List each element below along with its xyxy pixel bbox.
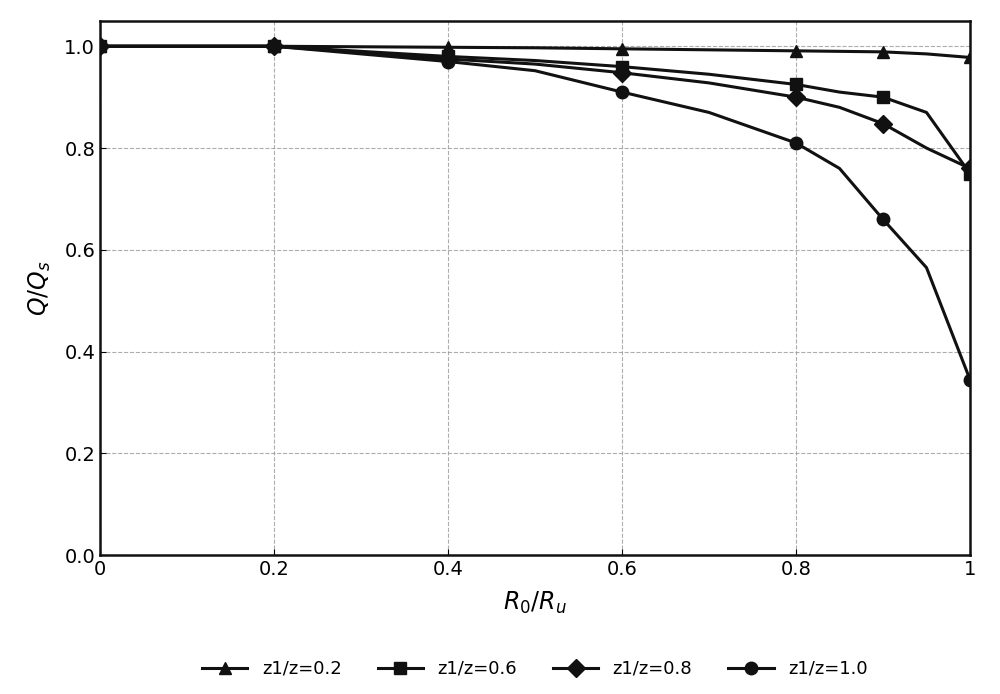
Line: z1/z=1.0: z1/z=1.0: [94, 40, 976, 386]
z1/z=0.2: [94, 42, 106, 51]
z1/z=0.2: [616, 44, 628, 53]
z1/z=0.2: [268, 42, 280, 51]
z1/z=0.6: [94, 42, 106, 51]
z1/z=0.6: [790, 81, 802, 89]
z1/z=1.0: [442, 58, 454, 66]
z1/z=0.8: [877, 119, 889, 128]
z1/z=0.8: [442, 55, 454, 63]
z1/z=0.2: [790, 46, 802, 55]
z1/z=0.8: [94, 42, 106, 51]
z1/z=0.2: [877, 48, 889, 56]
Legend: z1/z=0.2, z1/z=0.6, z1/z=0.8, z1/z=1.0: z1/z=0.2, z1/z=0.6, z1/z=0.8, z1/z=1.0: [195, 652, 875, 685]
z1/z=0.8: [964, 164, 976, 173]
z1/z=0.8: [790, 93, 802, 101]
z1/z=1.0: [616, 88, 628, 96]
z1/z=1.0: [268, 42, 280, 51]
z1/z=1.0: [964, 375, 976, 384]
z1/z=0.2: [964, 53, 976, 62]
z1/z=0.6: [877, 93, 889, 101]
z1/z=0.6: [964, 169, 976, 178]
z1/z=1.0: [790, 139, 802, 147]
z1/z=0.6: [442, 52, 454, 60]
z1/z=0.6: [268, 42, 280, 51]
z1/z=0.8: [616, 69, 628, 77]
z1/z=0.8: [268, 42, 280, 51]
z1/z=0.2: [442, 43, 454, 51]
z1/z=1.0: [94, 42, 106, 51]
Line: z1/z=0.2: z1/z=0.2: [94, 40, 976, 64]
Line: z1/z=0.6: z1/z=0.6: [94, 40, 976, 180]
Y-axis label: $\it{Q}$/$\it{Q}$$_s$: $\it{Q}$/$\it{Q}$$_s$: [27, 260, 53, 316]
z1/z=1.0: [877, 215, 889, 223]
z1/z=0.6: [616, 62, 628, 71]
X-axis label: $\it{R}$$_0$/$\it{R}$$_u$: $\it{R}$$_0$/$\it{R}$$_u$: [503, 590, 567, 616]
Line: z1/z=0.8: z1/z=0.8: [94, 40, 976, 175]
